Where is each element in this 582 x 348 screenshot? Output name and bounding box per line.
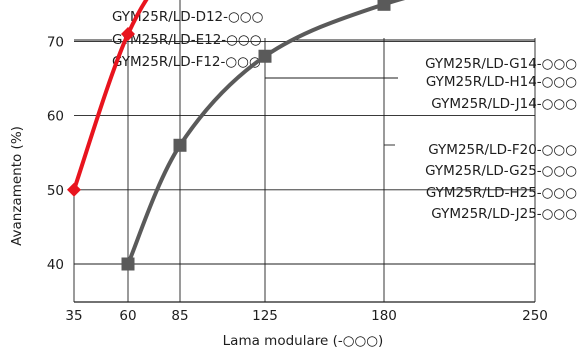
model-label: GYM25R/LD-J25-○○○ bbox=[431, 206, 577, 222]
model-label: GYM25R/LD-H14-○○○ bbox=[426, 74, 577, 90]
model-label: GYM25R/LD-E12-○○○ bbox=[112, 32, 262, 48]
data-point-square bbox=[121, 257, 135, 271]
y-tick-label: 50 bbox=[47, 183, 64, 199]
x-axis-label: Lama modulare (-○○○) bbox=[223, 333, 384, 348]
data-point-diamond bbox=[121, 26, 135, 41]
grid bbox=[73, 0, 536, 303]
y-tick-label: 40 bbox=[47, 257, 64, 273]
x-tick-label: 125 bbox=[252, 308, 278, 324]
data-point-square bbox=[377, 0, 391, 11]
x-tick-label: 35 bbox=[65, 308, 82, 324]
model-label: GYM25R/LD-G14-○○○ bbox=[425, 56, 577, 72]
model-label: GYM25R/LD-F12-○○○ bbox=[112, 54, 261, 70]
y-axis-label: Avanzamento (%) bbox=[9, 126, 25, 246]
data-point-square bbox=[258, 49, 272, 63]
x-tick-label: 250 bbox=[522, 308, 548, 324]
model-label: GYM25R/LD-F20-○○○ bbox=[428, 142, 577, 158]
data-point-square bbox=[173, 138, 187, 152]
model-annotations: GYM25R/LD-D12-○○○ GYM25R/LD-E12-○○○ GYM25R… bbox=[74, 9, 577, 222]
model-label: GYM25R/LD-J14-○○○ bbox=[431, 96, 577, 112]
data-point-diamond bbox=[67, 182, 81, 197]
series-group bbox=[67, 0, 406, 271]
model-label: GYM25R/LD-H25-○○○ bbox=[426, 185, 577, 201]
x-tick-label: 85 bbox=[171, 308, 188, 324]
series-line-1 bbox=[72, 0, 149, 191]
y-tick-label: 60 bbox=[47, 109, 64, 125]
y-tick-label: 70 bbox=[47, 34, 64, 50]
model-label: GYM25R/LD-D12-○○○ bbox=[112, 9, 264, 25]
x-tick-label: 60 bbox=[119, 308, 136, 324]
x-tick-label: 180 bbox=[371, 308, 397, 324]
tick-labels: 405060708090100356085125180250 bbox=[47, 34, 548, 324]
model-label: GYM25R/LD-G25-○○○ bbox=[425, 163, 577, 179]
